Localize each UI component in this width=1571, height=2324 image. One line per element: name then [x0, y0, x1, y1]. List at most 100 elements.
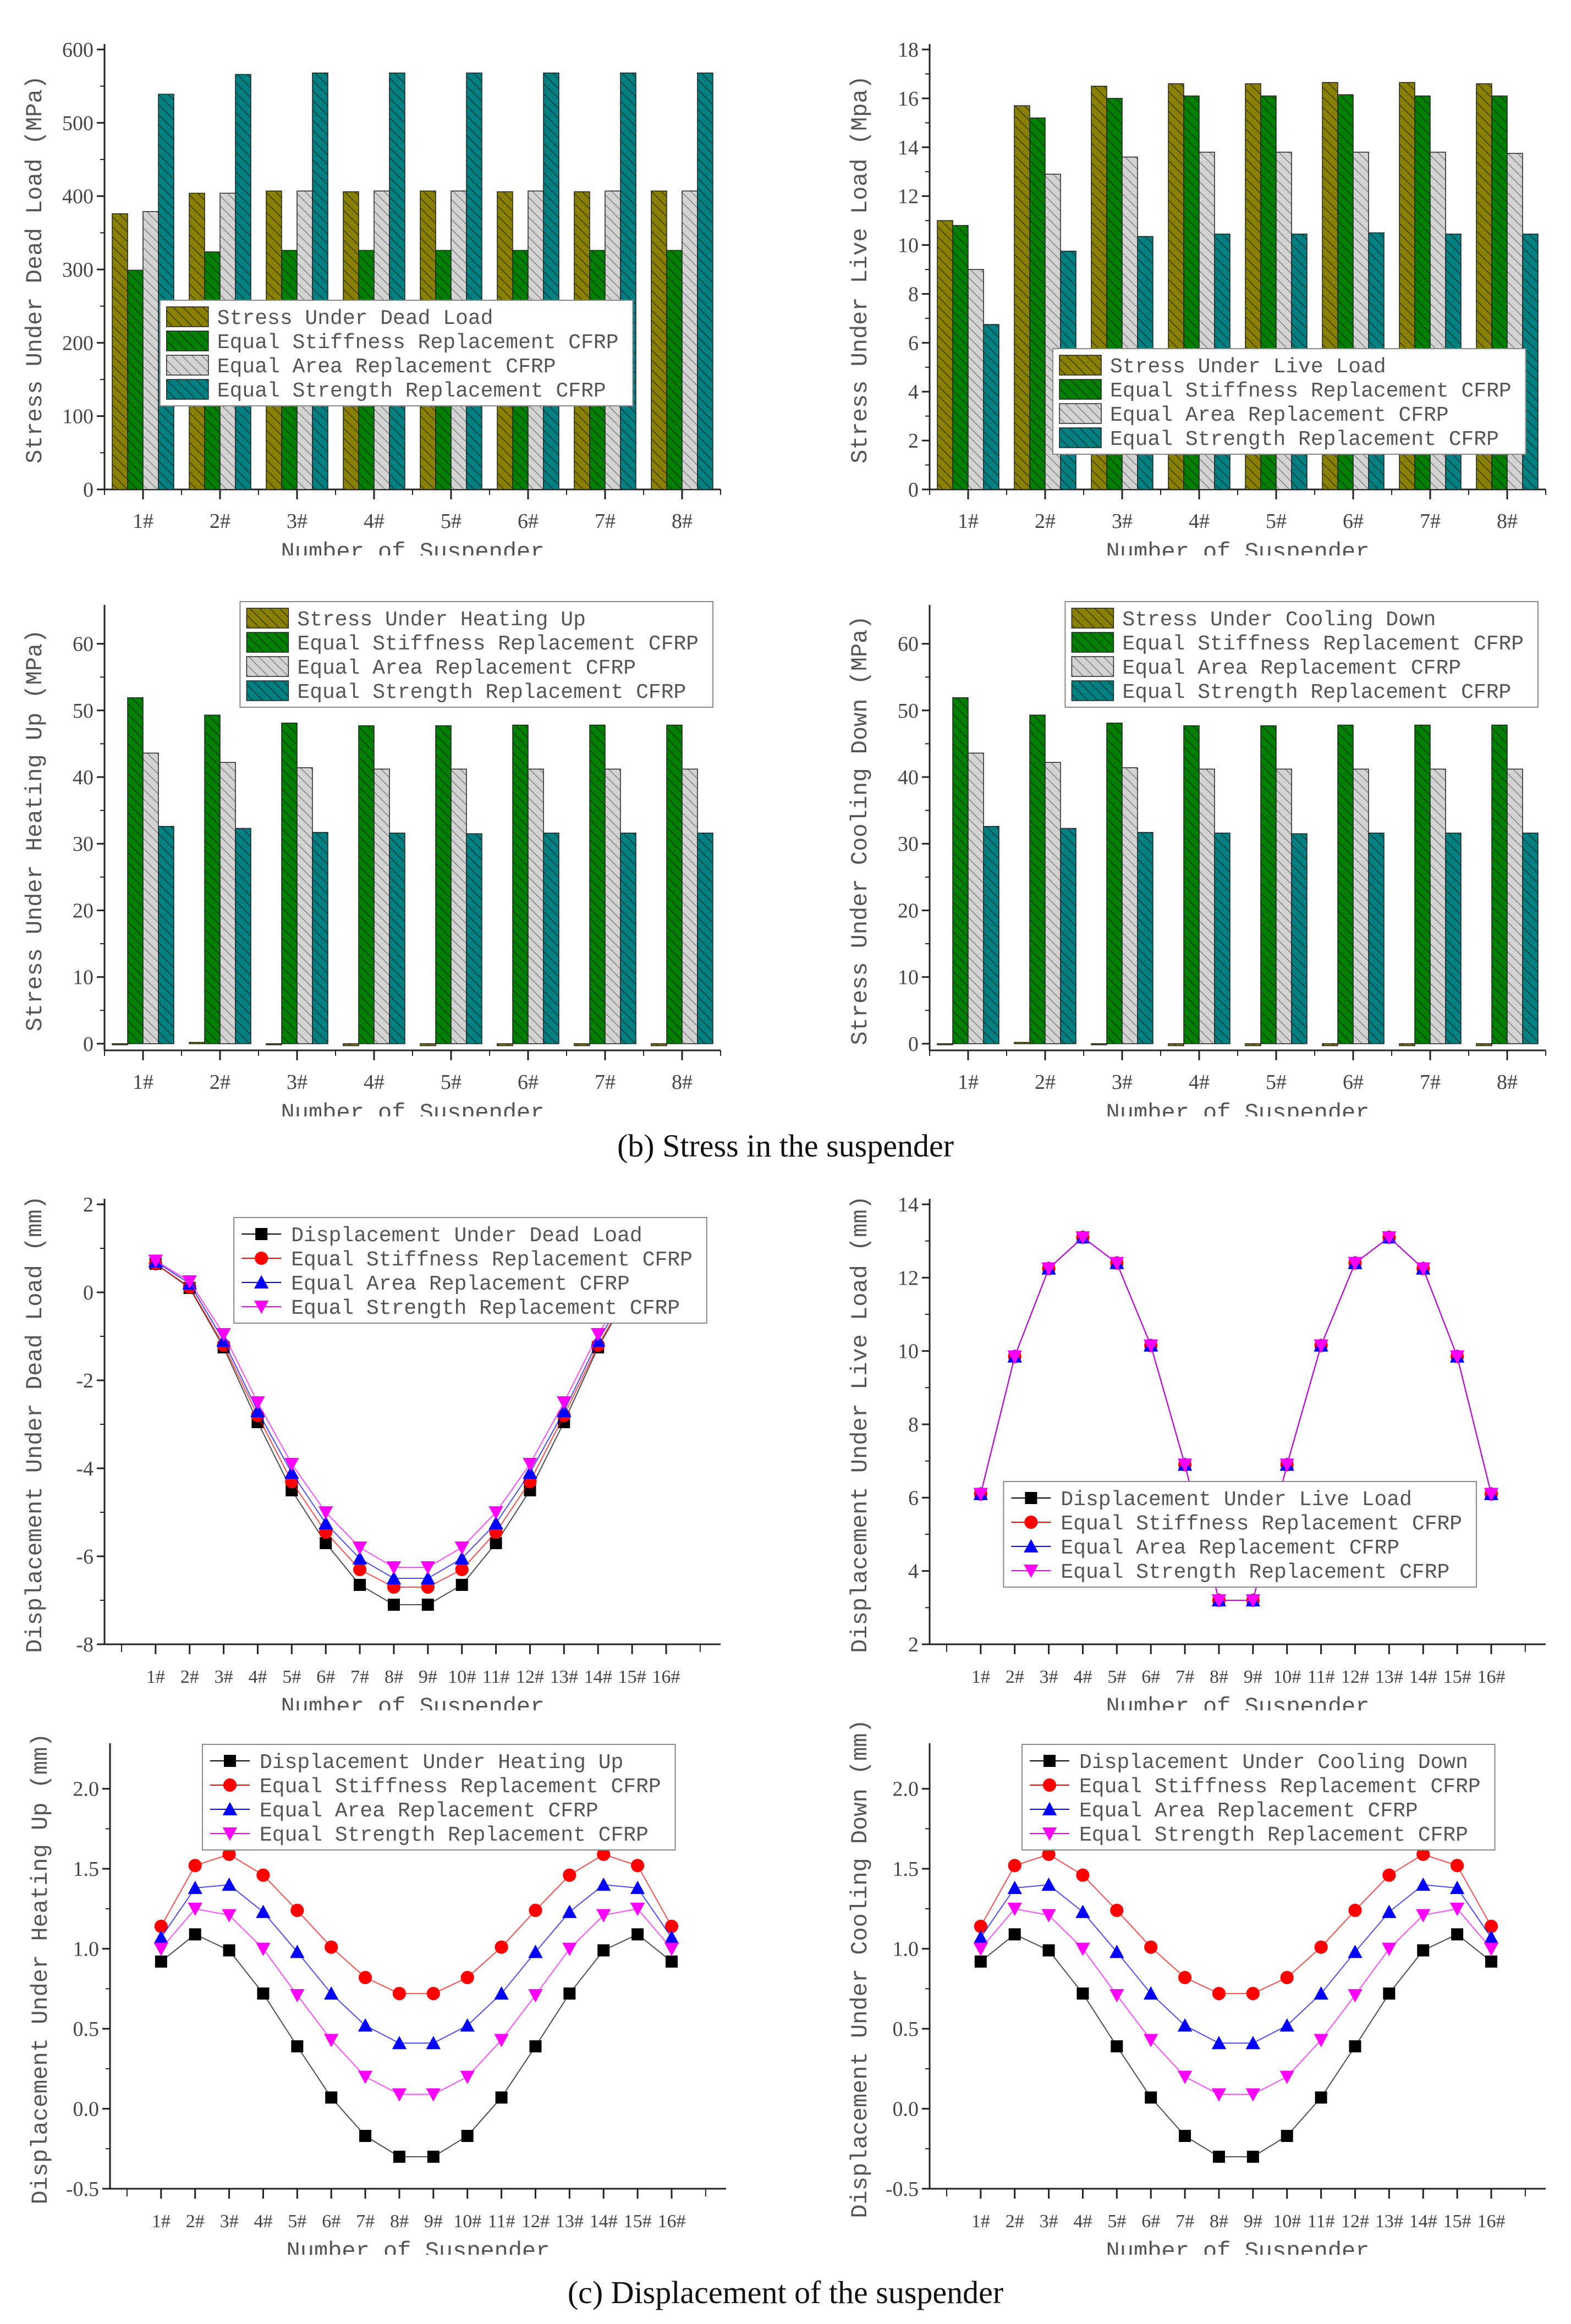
bar	[1091, 1043, 1107, 1045]
legend-item: Equal Area Replacement CFRP	[1071, 656, 1461, 680]
line-series	[973, 1231, 1499, 1608]
x-tick-label: 5#	[282, 1667, 301, 1687]
x-tick-label: 16#	[652, 1667, 680, 1687]
bar	[1291, 833, 1308, 1044]
x-tick-label: 13#	[550, 1667, 578, 1687]
bar	[543, 72, 559, 490]
x-tick-label: 3#	[1040, 2211, 1058, 2232]
legend-item: Displacement Under Dead Load	[241, 1224, 642, 1248]
circle-marker	[1178, 1970, 1192, 1985]
y-tick-label: 6	[908, 1486, 919, 1510]
triangle-up-marker	[358, 2018, 373, 2032]
x-axis-label: Number of Suspender	[1106, 1694, 1370, 1710]
legend-item: Equal Strength Replacement CFRP	[1059, 427, 1499, 451]
bar	[466, 833, 482, 1044]
bar	[266, 1043, 282, 1045]
triangle-down-marker	[528, 1989, 543, 2003]
bar	[1322, 1043, 1338, 1047]
x-tick-label: 1#	[133, 1071, 153, 1094]
bar	[1507, 768, 1523, 1044]
y-tick-label: 14	[898, 136, 919, 159]
x-tick-label: 6#	[1343, 510, 1364, 533]
y-tick-label: 60	[898, 633, 919, 656]
triangle-up-marker	[392, 2036, 407, 2050]
legend-item: Displacement Under Heating Up	[210, 1751, 623, 1775]
triangle-down-marker	[1279, 2070, 1294, 2084]
circle-marker	[563, 1868, 576, 1882]
triangle-down-marker	[1382, 1231, 1397, 1245]
triangle-down-marker	[426, 2088, 441, 2102]
bar	[1029, 117, 1046, 490]
legend-label: Equal Area Replacement CFRP	[297, 657, 636, 680]
triangle-down-marker	[222, 1909, 237, 1923]
y-tick-label: 300	[62, 258, 94, 282]
legend-item: Equal Area Replacement CFRP	[1059, 403, 1449, 427]
triangle-up-marker	[1007, 1880, 1022, 1895]
square-marker	[529, 2040, 542, 2053]
x-tick-label: 2#	[1035, 1071, 1056, 1094]
bar	[512, 724, 529, 1044]
legend-swatch	[246, 680, 289, 701]
x-tick-label: 15#	[624, 2211, 652, 2232]
x-tick-label: 7#	[1175, 2211, 1194, 2232]
bar	[127, 697, 144, 1044]
y-axis-label: Displacement Under Live Load (mm)	[847, 1196, 874, 1653]
legend-box	[1021, 1744, 1496, 1851]
series-line	[160, 1884, 672, 2044]
bar	[235, 74, 251, 490]
bar	[112, 1043, 128, 1045]
y-tick-label: 0.5	[893, 2018, 919, 2041]
x-tick-label: 1#	[971, 1667, 990, 1687]
x-tick-label: 5#	[1266, 1071, 1287, 1094]
legend-swatch	[1071, 608, 1114, 629]
y-axis-label: Stress Under Dead Load (MPa)	[22, 75, 48, 464]
legend-label: Equal Strength Replacement CFRP	[291, 1297, 680, 1320]
bar	[1368, 833, 1385, 1044]
triangle-down-marker	[216, 1328, 231, 1342]
triangle-down-marker	[460, 2070, 475, 2084]
legend-swatch	[246, 632, 289, 653]
triangle-down-marker	[290, 1989, 305, 2003]
x-tick-label: 4#	[1073, 1667, 1092, 1687]
triangle-down-marker	[256, 1942, 271, 1956]
circle-marker	[460, 1970, 474, 1985]
triangle-up-marker	[352, 1551, 367, 1565]
legend-item: Stress Under Dead Load	[166, 306, 493, 331]
bar	[1445, 833, 1462, 1044]
x-axis-label: Number of Suspender	[281, 539, 545, 555]
triangle-down-marker	[254, 1301, 269, 1314]
x-tick-label: 2#	[1006, 2211, 1024, 2232]
triangle-down-marker	[488, 1506, 503, 1520]
x-tick-label: 2#	[1006, 1667, 1024, 1687]
bar	[1430, 768, 1446, 1044]
bar	[389, 72, 405, 490]
y-tick-label: 2.0	[893, 1778, 919, 1801]
x-tick-label: 5#	[1107, 2211, 1126, 2232]
circle-marker	[631, 1859, 645, 1873]
x-tick-label: 5#	[288, 2211, 306, 2232]
legend-swatch	[246, 656, 289, 677]
y-tick-label: 10	[898, 966, 919, 989]
bar	[1060, 828, 1076, 1044]
circle-marker	[353, 1562, 367, 1577]
triangle-up-marker	[460, 2018, 475, 2032]
x-tick-label: 5#	[1107, 1667, 1126, 1687]
x-tick-label: 3#	[1040, 1667, 1058, 1687]
x-tick-label: 3#	[220, 2211, 239, 2232]
y-tick-label: 50	[73, 700, 94, 723]
y-tick-label: 16	[898, 87, 919, 111]
y-tick-label: 0	[908, 478, 919, 502]
legend-swatch	[166, 331, 209, 351]
y-tick-label: 20	[73, 899, 94, 922]
triangle-down-marker	[1144, 2034, 1158, 2047]
x-tick-label: 6#	[518, 510, 539, 533]
legend-label: Equal Strength Replacement CFRP	[260, 1824, 649, 1847]
triangle-up-marker	[386, 1571, 402, 1584]
triangle-down-marker	[1416, 1909, 1431, 1923]
bar	[528, 768, 544, 1044]
triangle-down-marker	[1279, 1458, 1294, 1472]
circle-marker	[974, 1919, 987, 1934]
triangle-up-marker	[973, 1930, 988, 1944]
